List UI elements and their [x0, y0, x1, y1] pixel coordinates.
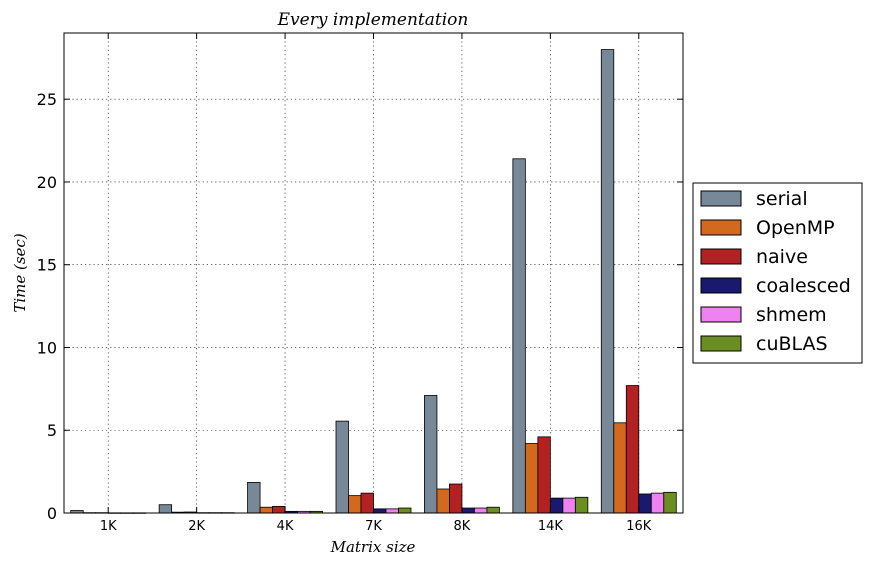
- x-tick-label: 16K: [626, 519, 652, 534]
- legend-label-cuBLAS: cuBLAS: [756, 333, 828, 355]
- bar-shmem-16K: [650, 492, 665, 514]
- bar-coalesced-16K: [638, 493, 652, 514]
- grid-lines: [64, 33, 683, 513]
- bar-serial-7K: [335, 420, 349, 514]
- bar-OpenMP-7K: [348, 495, 362, 514]
- legend-swatch-OpenMP: [700, 219, 742, 236]
- bar-serial-14K: [512, 158, 526, 514]
- bar-shmem-8K: [474, 507, 488, 514]
- x-tick-label: 1K: [100, 519, 117, 534]
- legend-label-shmem: shmem: [756, 304, 827, 326]
- bar-naive-7K: [360, 492, 374, 514]
- bar-naive-14K: [537, 436, 551, 514]
- legend-box: [692, 182, 863, 364]
- chart-title: Every implementation: [277, 10, 469, 30]
- y-tick-label: 20: [37, 173, 57, 192]
- bar-OpenMP-8K: [436, 488, 450, 514]
- bar-shmem-14K: [562, 497, 576, 514]
- legend-swatch-coalesced: [700, 277, 742, 294]
- legend: serial OpenMP naive coalesced shmem cuBLAS: [692, 182, 863, 364]
- x-axis-ticks: 1K 2K 4K 7K 8K 14K 16K: [100, 33, 652, 534]
- y-axis-ticks: 0 5 10 15 20 25: [37, 90, 683, 523]
- bar-naive-8K: [449, 483, 463, 514]
- bar-cuBLAS-16K: [663, 491, 677, 514]
- x-tick-label: 7K: [365, 519, 382, 534]
- bar-serial-4K: [247, 481, 261, 514]
- legend-label-coalesced: coalesced: [756, 275, 851, 297]
- bar-serial-2K: [158, 504, 173, 514]
- bar-cuBLAS-14K: [574, 496, 589, 514]
- bar-cuBLAS-7K: [398, 507, 412, 514]
- bar-naive-16K: [625, 385, 640, 514]
- bar-shmem-7K: [385, 508, 399, 514]
- y-tick-label: 15: [37, 256, 57, 275]
- bar-serial-16K: [600, 49, 615, 514]
- legend-label-naive: naive: [756, 246, 808, 268]
- x-tick-label: 2K: [188, 519, 205, 534]
- x-tick-label: 8K: [454, 519, 471, 534]
- legend-swatch-cuBLAS: [700, 335, 742, 352]
- y-tick-label: 10: [37, 338, 57, 357]
- y-axis-label: Time (sec): [11, 233, 29, 312]
- y-tick-label: 25: [37, 90, 57, 109]
- legend-label-serial: serial: [756, 188, 808, 210]
- bar-coalesced-14K: [549, 497, 564, 514]
- y-tick-label: 0: [47, 504, 57, 523]
- x-axis-label: Matrix size: [330, 538, 416, 556]
- bar-OpenMP-16K: [613, 422, 627, 514]
- bar-cuBLAS-8K: [486, 506, 500, 514]
- y-tick-label: 5: [47, 421, 57, 440]
- bar-naive-4K: [272, 505, 286, 514]
- legend-swatch-shmem: [700, 306, 742, 323]
- x-tick-label: 4K: [277, 519, 294, 534]
- x-tick-label: 14K: [538, 519, 564, 534]
- bar-coalesced-8K: [461, 507, 475, 514]
- bar-OpenMP-14K: [524, 443, 539, 514]
- legend-swatch-naive: [700, 248, 742, 265]
- bars: [70, 49, 677, 514]
- legend-swatch-serial: [700, 190, 742, 207]
- bar-coalesced-7K: [373, 508, 387, 514]
- bar-serial-8K: [424, 395, 438, 514]
- bar-OpenMP-4K: [259, 506, 273, 514]
- legend-label-OpenMP: OpenMP: [756, 217, 835, 239]
